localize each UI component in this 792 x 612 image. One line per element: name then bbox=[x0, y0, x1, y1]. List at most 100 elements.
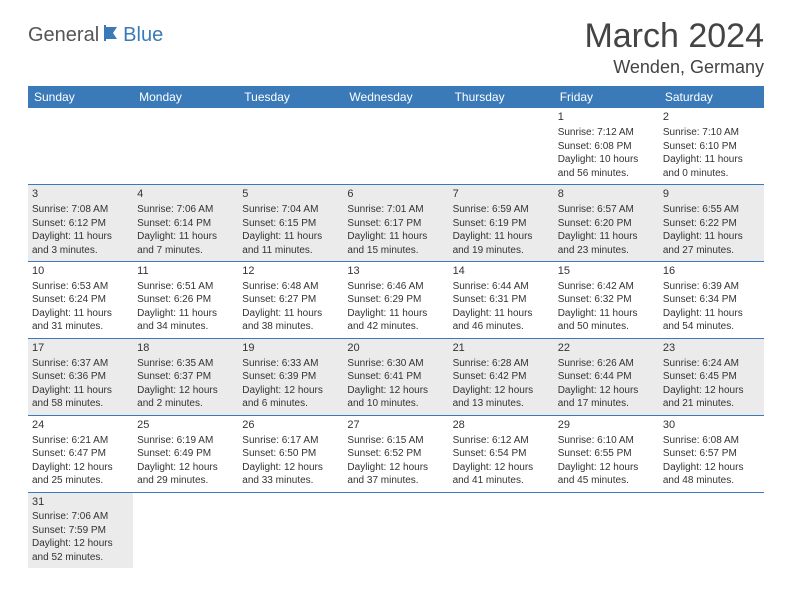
day-sunrise: Sunrise: 7:12 AM bbox=[558, 126, 655, 140]
day-number: 25 bbox=[137, 418, 234, 433]
day-sunset: Sunset: 6:42 PM bbox=[453, 370, 550, 384]
calendar-empty bbox=[28, 108, 133, 184]
day-sunrise: Sunrise: 6:39 AM bbox=[663, 280, 760, 294]
day-dl2: and 45 minutes. bbox=[558, 474, 655, 488]
day-dl1: Daylight: 11 hours bbox=[242, 307, 339, 321]
day-dl1: Daylight: 11 hours bbox=[32, 307, 129, 321]
calendar-day: 4Sunrise: 7:06 AMSunset: 6:14 PMDaylight… bbox=[133, 185, 238, 262]
calendar-day: 8Sunrise: 6:57 AMSunset: 6:20 PMDaylight… bbox=[554, 185, 659, 262]
calendar-day: 31Sunrise: 7:06 AMSunset: 7:59 PMDayligh… bbox=[28, 492, 133, 568]
day-number: 4 bbox=[137, 187, 234, 202]
calendar-day: 26Sunrise: 6:17 AMSunset: 6:50 PMDayligh… bbox=[238, 415, 343, 492]
day-number: 8 bbox=[558, 187, 655, 202]
day-sunrise: Sunrise: 6:10 AM bbox=[558, 434, 655, 448]
day-sunrise: Sunrise: 6:35 AM bbox=[137, 357, 234, 371]
day-sunset: Sunset: 6:17 PM bbox=[347, 217, 444, 231]
month-title: March 2024 bbox=[584, 18, 764, 55]
day-dl1: Daylight: 11 hours bbox=[453, 230, 550, 244]
day-dl2: and 33 minutes. bbox=[242, 474, 339, 488]
calendar-day: 14Sunrise: 6:44 AMSunset: 6:31 PMDayligh… bbox=[449, 262, 554, 339]
day-dl2: and 15 minutes. bbox=[347, 244, 444, 258]
day-dl1: Daylight: 12 hours bbox=[137, 384, 234, 398]
day-dl1: Daylight: 11 hours bbox=[663, 230, 760, 244]
calendar-table: SundayMondayTuesdayWednesdayThursdayFrid… bbox=[28, 86, 764, 568]
calendar-day: 10Sunrise: 6:53 AMSunset: 6:24 PMDayligh… bbox=[28, 262, 133, 339]
day-dl2: and 11 minutes. bbox=[242, 244, 339, 258]
day-sunset: Sunset: 6:29 PM bbox=[347, 293, 444, 307]
day-dl2: and 21 minutes. bbox=[663, 397, 760, 411]
day-number: 22 bbox=[558, 341, 655, 356]
day-header: Friday bbox=[554, 86, 659, 108]
logo-text-general: General bbox=[28, 24, 99, 47]
day-dl2: and 2 minutes. bbox=[137, 397, 234, 411]
day-sunrise: Sunrise: 6:55 AM bbox=[663, 203, 760, 217]
day-number: 19 bbox=[242, 341, 339, 356]
logo: General Blue bbox=[28, 24, 163, 47]
day-sunrise: Sunrise: 6:08 AM bbox=[663, 434, 760, 448]
calendar-day: 19Sunrise: 6:33 AMSunset: 6:39 PMDayligh… bbox=[238, 338, 343, 415]
day-dl2: and 54 minutes. bbox=[663, 320, 760, 334]
day-dl1: Daylight: 11 hours bbox=[453, 307, 550, 321]
day-sunset: Sunset: 6:34 PM bbox=[663, 293, 760, 307]
day-sunset: Sunset: 6:39 PM bbox=[242, 370, 339, 384]
day-dl1: Daylight: 11 hours bbox=[663, 153, 760, 167]
calendar-week: 24Sunrise: 6:21 AMSunset: 6:47 PMDayligh… bbox=[28, 415, 764, 492]
calendar-day: 24Sunrise: 6:21 AMSunset: 6:47 PMDayligh… bbox=[28, 415, 133, 492]
day-sunrise: Sunrise: 6:53 AM bbox=[32, 280, 129, 294]
day-sunrise: Sunrise: 6:33 AM bbox=[242, 357, 339, 371]
day-dl2: and 17 minutes. bbox=[558, 397, 655, 411]
day-sunset: Sunset: 7:59 PM bbox=[32, 524, 129, 538]
calendar-day: 17Sunrise: 6:37 AMSunset: 6:36 PMDayligh… bbox=[28, 338, 133, 415]
calendar-empty bbox=[659, 492, 764, 568]
day-header: Tuesday bbox=[238, 86, 343, 108]
day-sunset: Sunset: 6:50 PM bbox=[242, 447, 339, 461]
calendar-day: 28Sunrise: 6:12 AMSunset: 6:54 PMDayligh… bbox=[449, 415, 554, 492]
day-number: 7 bbox=[453, 187, 550, 202]
day-dl1: Daylight: 12 hours bbox=[347, 461, 444, 475]
calendar-day: 11Sunrise: 6:51 AMSunset: 6:26 PMDayligh… bbox=[133, 262, 238, 339]
calendar-day: 29Sunrise: 6:10 AMSunset: 6:55 PMDayligh… bbox=[554, 415, 659, 492]
day-number: 24 bbox=[32, 418, 129, 433]
day-sunrise: Sunrise: 7:04 AM bbox=[242, 203, 339, 217]
day-dl1: Daylight: 12 hours bbox=[242, 384, 339, 398]
day-sunrise: Sunrise: 6:30 AM bbox=[347, 357, 444, 371]
day-number: 31 bbox=[32, 495, 129, 510]
day-sunset: Sunset: 6:19 PM bbox=[453, 217, 550, 231]
day-dl2: and 58 minutes. bbox=[32, 397, 129, 411]
header: General Blue March 2024 Wenden, Germany bbox=[28, 18, 764, 78]
calendar-week: 31Sunrise: 7:06 AMSunset: 7:59 PMDayligh… bbox=[28, 492, 764, 568]
day-sunrise: Sunrise: 6:17 AM bbox=[242, 434, 339, 448]
day-number: 11 bbox=[137, 264, 234, 279]
day-dl1: Daylight: 11 hours bbox=[347, 230, 444, 244]
calendar-empty bbox=[133, 492, 238, 568]
day-dl2: and 6 minutes. bbox=[242, 397, 339, 411]
calendar-day: 3Sunrise: 7:08 AMSunset: 6:12 PMDaylight… bbox=[28, 185, 133, 262]
day-sunrise: Sunrise: 6:37 AM bbox=[32, 357, 129, 371]
day-sunset: Sunset: 6:20 PM bbox=[558, 217, 655, 231]
day-sunset: Sunset: 6:52 PM bbox=[347, 447, 444, 461]
calendar-day: 16Sunrise: 6:39 AMSunset: 6:34 PMDayligh… bbox=[659, 262, 764, 339]
day-dl1: Daylight: 11 hours bbox=[558, 230, 655, 244]
calendar-empty bbox=[554, 492, 659, 568]
day-dl2: and 46 minutes. bbox=[453, 320, 550, 334]
day-dl2: and 25 minutes. bbox=[32, 474, 129, 488]
day-sunrise: Sunrise: 7:01 AM bbox=[347, 203, 444, 217]
day-dl2: and 13 minutes. bbox=[453, 397, 550, 411]
day-dl1: Daylight: 12 hours bbox=[32, 537, 129, 551]
day-dl1: Daylight: 12 hours bbox=[137, 461, 234, 475]
day-dl1: Daylight: 12 hours bbox=[453, 384, 550, 398]
calendar-day: 5Sunrise: 7:04 AMSunset: 6:15 PMDaylight… bbox=[238, 185, 343, 262]
day-sunrise: Sunrise: 6:48 AM bbox=[242, 280, 339, 294]
day-sunrise: Sunrise: 7:06 AM bbox=[32, 510, 129, 524]
calendar-day: 2Sunrise: 7:10 AMSunset: 6:10 PMDaylight… bbox=[659, 108, 764, 184]
day-sunrise: Sunrise: 6:51 AM bbox=[137, 280, 234, 294]
day-number: 3 bbox=[32, 187, 129, 202]
day-number: 9 bbox=[663, 187, 760, 202]
day-number: 13 bbox=[347, 264, 444, 279]
day-sunrise: Sunrise: 7:08 AM bbox=[32, 203, 129, 217]
day-sunset: Sunset: 6:08 PM bbox=[558, 140, 655, 154]
day-dl2: and 38 minutes. bbox=[242, 320, 339, 334]
logo-text-blue: Blue bbox=[123, 24, 163, 47]
day-dl2: and 52 minutes. bbox=[32, 551, 129, 565]
day-sunset: Sunset: 6:55 PM bbox=[558, 447, 655, 461]
